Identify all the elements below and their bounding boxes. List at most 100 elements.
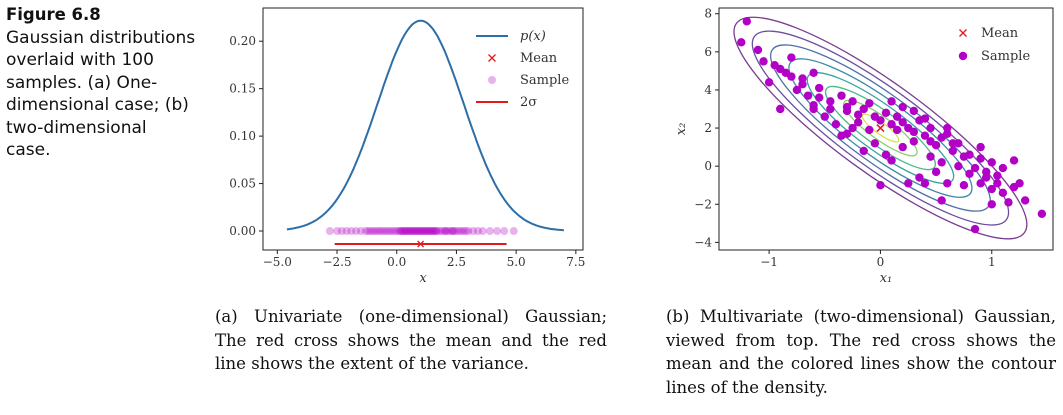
sample-point bbox=[787, 72, 796, 81]
sample-point bbox=[859, 104, 868, 114]
sample-point bbox=[478, 227, 487, 236]
sample-point bbox=[409, 227, 418, 236]
y-tick-label: 0.10 bbox=[229, 129, 256, 143]
sample-point bbox=[420, 227, 429, 236]
figure-description: Gaussian distributions overlaid with 100… bbox=[6, 27, 196, 161]
sample-point bbox=[892, 125, 902, 135]
sample-point bbox=[982, 167, 991, 177]
sample-point bbox=[865, 125, 874, 135]
sample-point bbox=[831, 120, 841, 129]
sample-point bbox=[776, 104, 785, 114]
sample-point bbox=[815, 83, 824, 93]
sample-point bbox=[909, 106, 919, 116]
sample-point bbox=[876, 181, 885, 190]
legend-density-label: p(x) bbox=[520, 29, 546, 44]
x-tick-label: 5.0 bbox=[507, 255, 526, 269]
sample-point bbox=[820, 112, 829, 121]
contour-line bbox=[806, 72, 955, 185]
sample-point bbox=[787, 53, 796, 62]
sample-point bbox=[396, 227, 405, 236]
sample-point bbox=[500, 227, 509, 236]
sample-point bbox=[987, 184, 996, 194]
contour-line bbox=[733, 16, 1028, 240]
sample-point bbox=[435, 227, 444, 236]
sample-point bbox=[337, 227, 346, 236]
contour-line bbox=[843, 99, 918, 157]
legend-mean-swatch bbox=[488, 54, 496, 62]
density-curve bbox=[286, 19, 564, 232]
sample-point bbox=[387, 227, 396, 236]
sample-point bbox=[433, 227, 442, 236]
y-tick-label: 0.05 bbox=[229, 177, 256, 191]
sample-point bbox=[870, 139, 880, 148]
sample-point bbox=[373, 227, 382, 236]
sample-point bbox=[376, 227, 385, 236]
sample-point bbox=[1009, 156, 1019, 165]
x-tick-label: −5.0 bbox=[263, 255, 292, 269]
sample-point bbox=[457, 227, 466, 236]
y-tick-label: 6 bbox=[704, 45, 712, 59]
sample-point bbox=[970, 224, 980, 234]
sample-point bbox=[419, 227, 427, 236]
legend-mean-label: Mean bbox=[981, 26, 1019, 41]
sample-point bbox=[405, 227, 414, 236]
sample-point bbox=[987, 158, 996, 167]
sample-point bbox=[809, 68, 818, 77]
y-tick-label: 8 bbox=[704, 7, 712, 21]
sample-point bbox=[429, 227, 438, 236]
sample-point bbox=[959, 181, 969, 190]
sample-point bbox=[876, 116, 885, 125]
sample-point bbox=[454, 227, 463, 236]
sample-point bbox=[445, 227, 454, 236]
sample-point bbox=[509, 227, 518, 236]
sample-point bbox=[398, 227, 407, 236]
contour-line bbox=[824, 85, 936, 171]
y-tick-label: 0.15 bbox=[229, 82, 256, 96]
sample-point bbox=[1004, 198, 1013, 207]
mean-marker bbox=[417, 240, 425, 248]
sample-point bbox=[881, 150, 891, 159]
sample-point bbox=[342, 227, 351, 236]
legend-sample-label: Sample bbox=[520, 73, 569, 88]
legend-sample-swatch bbox=[958, 51, 968, 61]
sample-point bbox=[469, 227, 478, 236]
sample-point bbox=[411, 227, 420, 236]
y-tick-label: −2 bbox=[694, 197, 712, 211]
sample-point bbox=[1015, 179, 1024, 188]
plot-frame bbox=[262, 7, 584, 251]
sample-point bbox=[887, 120, 896, 129]
sample-point bbox=[853, 110, 863, 119]
sample-point bbox=[954, 161, 963, 171]
sample-point bbox=[920, 179, 930, 188]
sample-point bbox=[385, 227, 394, 236]
contour-line bbox=[861, 113, 900, 143]
sample-point bbox=[909, 127, 919, 137]
sample-point bbox=[937, 196, 946, 205]
sample-point bbox=[937, 158, 946, 167]
legend-sigma-label: 2σ bbox=[520, 95, 537, 110]
sample-point bbox=[459, 227, 468, 236]
sample-point bbox=[438, 227, 447, 236]
sample-point bbox=[737, 38, 746, 47]
sample-point bbox=[898, 142, 907, 152]
sample-point bbox=[848, 123, 857, 133]
sample-point bbox=[898, 102, 907, 112]
sample-point bbox=[404, 227, 413, 236]
sample-point bbox=[432, 227, 441, 236]
y-tick-label: 2 bbox=[704, 121, 712, 135]
sample-point bbox=[915, 173, 924, 182]
sample-point bbox=[926, 123, 935, 133]
sample-point bbox=[826, 104, 835, 114]
sample-point bbox=[399, 227, 408, 236]
univariate-chart-svg: −5.0 −2.5 0.0 2.5 5.0 7.5 0.00 0.05 0.10 0.15 0.20… bbox=[229, 7, 585, 286]
sample-point bbox=[397, 227, 406, 236]
sample-point bbox=[473, 227, 482, 236]
sample-point bbox=[803, 91, 813, 100]
sample-point bbox=[383, 227, 392, 236]
bivariate-plot: −1 0 1 −4 −2 0 2 4 6 8 x₁ x₂ Mean Sample bbox=[663, 0, 1058, 300]
sample-point bbox=[421, 227, 430, 236]
sample-point bbox=[368, 227, 377, 236]
sample-point bbox=[356, 227, 365, 236]
sample-point bbox=[333, 227, 342, 236]
sample-point bbox=[380, 227, 389, 236]
